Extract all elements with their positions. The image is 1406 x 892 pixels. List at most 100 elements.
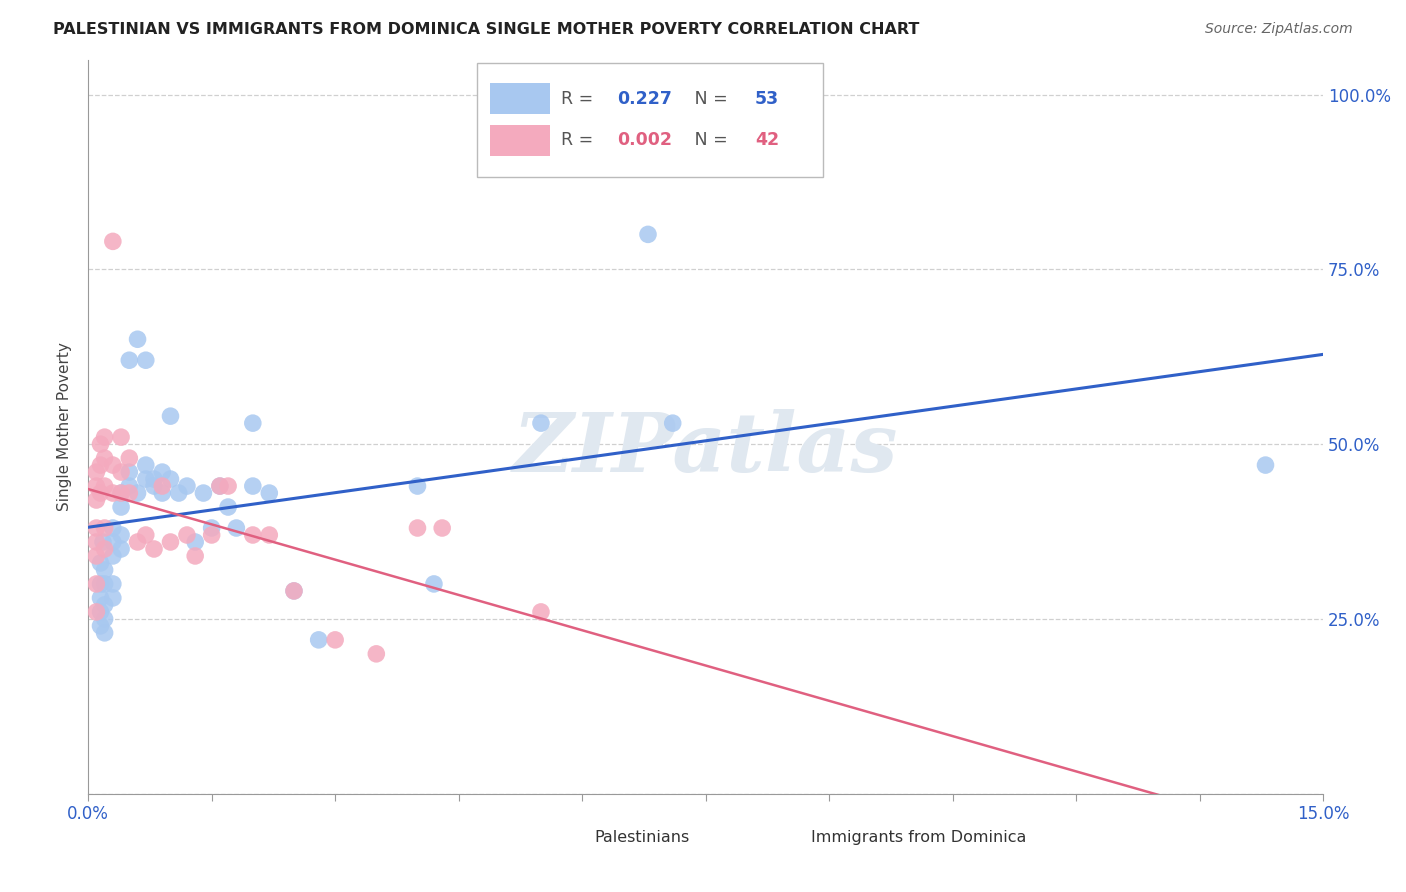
Point <box>127 332 149 346</box>
Point <box>110 486 132 500</box>
Point <box>637 227 659 242</box>
Text: 0.002: 0.002 <box>617 131 672 149</box>
Point <box>110 528 132 542</box>
Point <box>283 583 305 598</box>
Point <box>201 528 224 542</box>
Text: R =: R = <box>561 89 599 108</box>
Point <box>93 563 115 577</box>
Point <box>89 486 111 500</box>
Point <box>89 591 111 605</box>
Point <box>201 521 224 535</box>
Point <box>89 458 111 472</box>
Point <box>135 353 157 368</box>
Point <box>89 605 111 619</box>
Text: Immigrants from Dominica: Immigrants from Dominica <box>811 830 1026 846</box>
Point <box>101 486 124 500</box>
Point <box>118 465 141 479</box>
Point <box>1254 458 1277 472</box>
Point <box>176 528 198 542</box>
Point <box>159 535 181 549</box>
Point <box>118 479 141 493</box>
Point <box>101 591 124 605</box>
Point <box>184 549 207 563</box>
Point <box>530 605 553 619</box>
Point <box>86 479 108 493</box>
Point <box>93 541 115 556</box>
Text: R =: R = <box>561 131 599 149</box>
Point <box>118 486 141 500</box>
Point <box>110 465 132 479</box>
Point <box>225 521 247 535</box>
Point <box>86 605 108 619</box>
Y-axis label: Single Mother Poverty: Single Mother Poverty <box>58 343 72 511</box>
Point <box>110 500 132 514</box>
Point <box>167 486 190 500</box>
Point <box>93 626 115 640</box>
Point <box>143 479 166 493</box>
Point <box>176 479 198 493</box>
Point <box>308 632 330 647</box>
Point <box>208 479 231 493</box>
Point <box>184 535 207 549</box>
Point <box>86 465 108 479</box>
Point <box>530 416 553 430</box>
FancyBboxPatch shape <box>761 828 803 849</box>
Point <box>91 535 114 549</box>
Point <box>101 577 124 591</box>
Text: 42: 42 <box>755 131 779 149</box>
Point <box>86 535 108 549</box>
Point <box>193 486 215 500</box>
Point <box>93 521 115 535</box>
Point <box>86 549 108 563</box>
Point <box>89 577 111 591</box>
Point <box>159 472 181 486</box>
Point <box>406 479 429 493</box>
Point <box>101 549 124 563</box>
Text: 0.227: 0.227 <box>617 89 672 108</box>
Point <box>86 493 108 508</box>
Text: PALESTINIAN VS IMMIGRANTS FROM DOMINICA SINGLE MOTHER POVERTY CORRELATION CHART: PALESTINIAN VS IMMIGRANTS FROM DOMINICA … <box>53 22 920 37</box>
Point <box>93 577 115 591</box>
Point <box>86 577 108 591</box>
Point <box>259 528 281 542</box>
Point <box>93 479 115 493</box>
Point <box>423 577 446 591</box>
Point <box>406 521 429 535</box>
Text: N =: N = <box>679 89 734 108</box>
Point <box>135 528 157 542</box>
Point <box>110 486 132 500</box>
Point <box>217 500 239 514</box>
Point <box>208 479 231 493</box>
Point <box>259 486 281 500</box>
Point <box>366 647 388 661</box>
Point <box>217 479 239 493</box>
Point <box>101 235 124 249</box>
Point <box>135 458 157 472</box>
Point <box>93 612 115 626</box>
Point <box>101 535 124 549</box>
Point <box>93 451 115 466</box>
FancyBboxPatch shape <box>489 125 550 156</box>
Point <box>101 458 124 472</box>
Point <box>143 472 166 486</box>
Point <box>89 619 111 633</box>
Text: N =: N = <box>679 131 734 149</box>
Point <box>283 583 305 598</box>
Point <box>150 486 173 500</box>
Point <box>661 416 683 430</box>
Text: 53: 53 <box>755 89 779 108</box>
Point <box>135 472 157 486</box>
FancyBboxPatch shape <box>489 83 550 114</box>
Point <box>323 632 346 647</box>
Point <box>242 416 264 430</box>
Point <box>242 479 264 493</box>
Point <box>127 535 149 549</box>
Point <box>118 451 141 466</box>
FancyBboxPatch shape <box>544 828 588 849</box>
Point <box>86 521 108 535</box>
Text: ZIPatlas: ZIPatlas <box>513 409 898 489</box>
Point <box>430 521 453 535</box>
Point <box>110 541 132 556</box>
Point <box>110 430 132 444</box>
Point <box>89 556 111 570</box>
